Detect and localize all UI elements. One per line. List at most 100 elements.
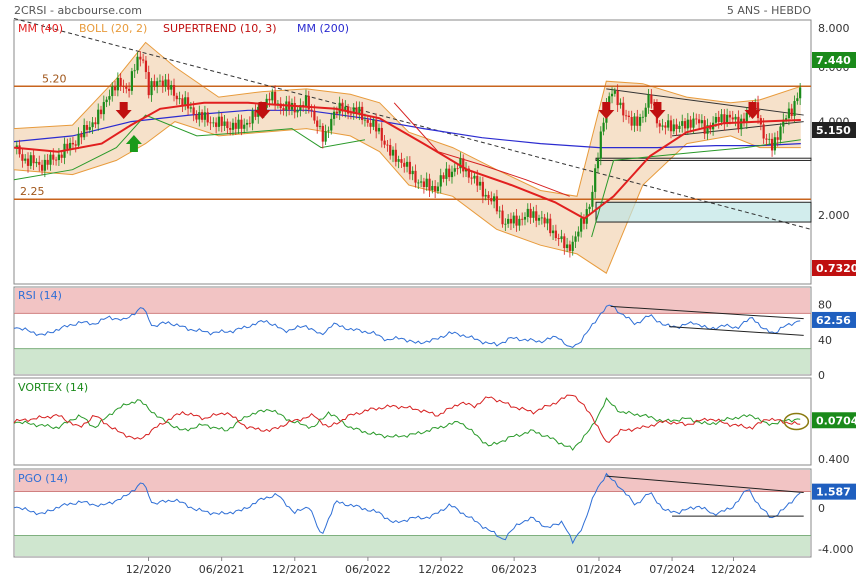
candle-body [768,138,771,140]
vortex-title: VORTEX (14) [18,381,88,394]
candle-body [226,121,229,129]
candle-body [622,102,625,116]
rsi-title: RSI (14) [18,289,62,302]
candle-body [790,108,793,116]
sell-signal-arrow [649,102,666,119]
candle-body [453,168,456,172]
legend-supertrend: SUPERTREND (10, 3) [163,22,277,35]
sell-signal-arrow [115,102,132,119]
candle-body [330,118,333,131]
candle-body [557,238,560,240]
candle-body [91,122,94,128]
pgo-value-badge-label: 1.587 [816,486,851,499]
candle-body [773,137,776,151]
pgo-y-tick-label: -4.000 [818,543,853,556]
candle-body [509,218,513,224]
candle-body [46,159,49,165]
candle-body [18,145,21,155]
pgo-series-line [13,472,801,545]
price-y-tick-label: 2.000 [818,209,850,222]
candle-body [377,127,381,132]
candle-body [799,87,802,99]
price-badge-label: 5.150 [816,124,851,137]
candle-body [563,236,566,249]
candle-body [405,161,409,167]
rsi-overbought-zone [15,288,810,314]
candle-body [776,137,779,140]
candle-body [787,108,791,119]
candle-body [332,111,336,119]
rsi-y-tick-label: 40 [818,334,832,347]
candle-body [38,161,41,165]
rsi-trendline [610,305,804,320]
candle-body [419,181,423,183]
pgo-value-badge [812,483,856,500]
candle-body [762,124,765,139]
sell-signal-arrow [744,102,761,119]
rsi-value-badge-label: 62.56 [816,314,851,327]
candle-body [490,198,493,202]
level-label: 2.25 [20,185,45,198]
candle-body [192,107,195,115]
candle-body [282,108,285,111]
candle-body [714,116,718,123]
candle-body [697,119,701,124]
price-y-tick-label: 8.000 [818,22,850,35]
candle-body [324,131,327,142]
candle-body [116,77,119,91]
candle-body [501,210,504,225]
candle-body [546,218,549,224]
candle-body [349,113,353,115]
candle-body [706,125,709,134]
pgo-oversold-zone [15,535,810,556]
candle-body [723,114,726,124]
candle-body [52,154,55,160]
candle-body [422,181,426,187]
sell-signal-arrow [254,102,271,119]
candle-body [60,154,63,158]
candle-body [779,126,782,140]
candle-body [726,114,729,124]
candle-body [43,159,46,171]
candle-body [273,91,277,105]
candle-body [448,168,451,178]
candle-body [408,161,411,175]
candle-body [740,118,743,130]
chart-source-label: 2CRSI - abcbourse.com [14,4,142,17]
candle-body [88,127,91,130]
candle-body [352,107,355,114]
candle-body [782,119,785,127]
candle-body [209,122,212,124]
candle-body [636,116,639,126]
candle-body [237,119,240,129]
candle-body [105,99,108,103]
candle-body [641,116,645,118]
candle-body [582,218,586,224]
chart-period-label: 5 ANS - HEBDO [727,4,811,17]
candle-body [633,116,636,126]
candle-body [198,112,201,120]
candle-body [83,125,86,138]
candle-body [369,122,372,127]
price-badge-label: 0.7320 [816,262,859,275]
candle-body [667,120,670,128]
candle-body [139,56,142,60]
candle-body [142,59,145,61]
candle-body [681,121,684,126]
pgo-title: PGO (14) [18,472,68,485]
candle-body [487,194,490,199]
candle-body [439,175,442,187]
candle-body [26,158,30,166]
x-tick-label: 12/2024 [711,563,757,576]
candle-body [577,231,580,237]
candle-body [203,112,206,120]
candle-body [689,119,692,128]
supertrend-bear-line [393,102,570,197]
candle-body [495,196,499,212]
candle-body [484,194,487,197]
candle-body [518,218,521,226]
candle-body [15,145,18,148]
candle-body [389,145,392,156]
vortex-value-badge-label: 0.0704 [816,414,859,427]
